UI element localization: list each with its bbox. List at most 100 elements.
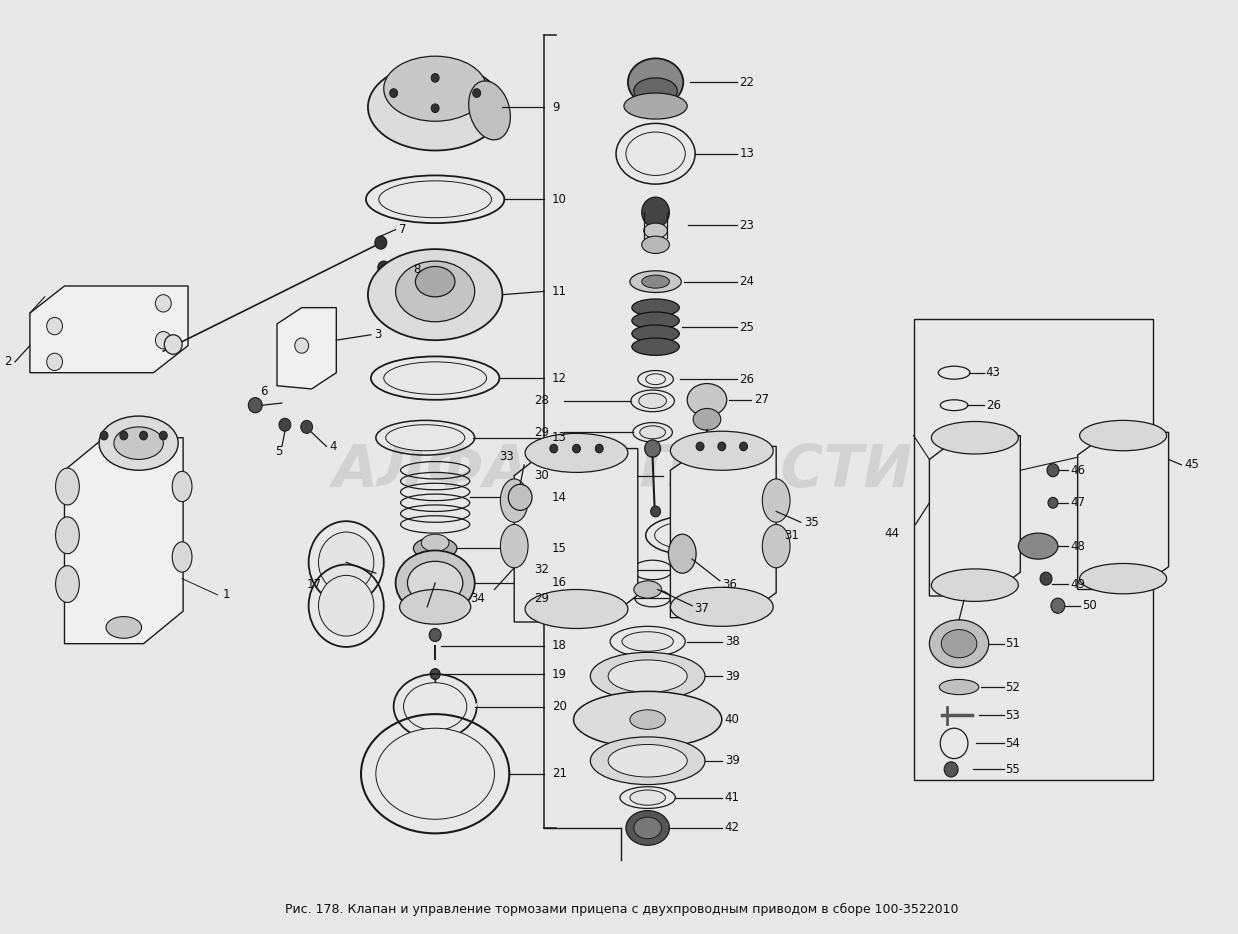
- Circle shape: [378, 262, 390, 274]
- Text: 22: 22: [739, 76, 755, 89]
- Circle shape: [390, 89, 397, 97]
- Ellipse shape: [640, 426, 666, 439]
- Ellipse shape: [376, 729, 494, 819]
- Text: 35: 35: [803, 516, 818, 529]
- Text: 34: 34: [469, 591, 484, 604]
- Ellipse shape: [368, 249, 503, 340]
- Text: 25: 25: [739, 320, 754, 333]
- Text: 29: 29: [534, 591, 548, 604]
- Bar: [914, 318, 1153, 780]
- Text: 26: 26: [739, 373, 755, 386]
- Text: 29: 29: [534, 426, 548, 439]
- Text: 4: 4: [329, 440, 337, 453]
- Ellipse shape: [1019, 533, 1058, 559]
- Circle shape: [156, 332, 171, 349]
- Ellipse shape: [407, 561, 463, 604]
- Text: 11: 11: [552, 285, 567, 298]
- Ellipse shape: [671, 432, 774, 470]
- Ellipse shape: [386, 425, 464, 451]
- Ellipse shape: [631, 338, 680, 355]
- Ellipse shape: [318, 575, 374, 636]
- Text: 26: 26: [985, 399, 1000, 412]
- Ellipse shape: [621, 631, 673, 651]
- Circle shape: [651, 506, 661, 517]
- Ellipse shape: [641, 236, 670, 253]
- Text: 51: 51: [1005, 637, 1020, 650]
- Ellipse shape: [631, 299, 680, 317]
- Ellipse shape: [416, 266, 454, 297]
- Text: 30: 30: [534, 469, 548, 482]
- Ellipse shape: [639, 393, 666, 408]
- Circle shape: [718, 442, 725, 451]
- Ellipse shape: [114, 427, 163, 460]
- Text: 12: 12: [552, 372, 567, 385]
- Text: 10: 10: [552, 192, 567, 205]
- Text: 54: 54: [1005, 737, 1020, 750]
- Text: 42: 42: [724, 821, 740, 834]
- Text: 15: 15: [552, 542, 567, 555]
- Circle shape: [120, 432, 128, 440]
- Ellipse shape: [931, 569, 1019, 601]
- Circle shape: [509, 485, 532, 510]
- Ellipse shape: [500, 525, 529, 568]
- Circle shape: [165, 334, 182, 354]
- Ellipse shape: [630, 271, 681, 292]
- Ellipse shape: [500, 479, 529, 522]
- Text: 5: 5: [275, 446, 282, 459]
- Text: 39: 39: [724, 670, 739, 683]
- Ellipse shape: [763, 525, 790, 568]
- Circle shape: [47, 353, 62, 371]
- Circle shape: [945, 762, 958, 777]
- Ellipse shape: [384, 56, 487, 121]
- Ellipse shape: [172, 472, 192, 502]
- Circle shape: [431, 74, 439, 82]
- Circle shape: [100, 432, 108, 440]
- Circle shape: [696, 442, 704, 451]
- Text: 17: 17: [307, 577, 322, 590]
- Text: 18: 18: [552, 640, 567, 652]
- Circle shape: [375, 236, 386, 249]
- Ellipse shape: [655, 521, 725, 549]
- Polygon shape: [1077, 432, 1169, 589]
- Text: 2: 2: [5, 355, 12, 368]
- Text: 45: 45: [1185, 459, 1200, 472]
- Ellipse shape: [525, 433, 628, 473]
- Circle shape: [595, 445, 603, 453]
- Text: 20: 20: [552, 700, 567, 713]
- Ellipse shape: [644, 223, 667, 238]
- Text: 55: 55: [1005, 763, 1020, 776]
- Ellipse shape: [763, 479, 790, 522]
- Text: 37: 37: [695, 602, 709, 616]
- Circle shape: [279, 418, 291, 432]
- Ellipse shape: [396, 262, 474, 321]
- Circle shape: [47, 318, 62, 334]
- Ellipse shape: [384, 361, 487, 394]
- Text: 44: 44: [885, 527, 900, 540]
- Circle shape: [430, 629, 441, 642]
- Circle shape: [295, 338, 308, 353]
- Polygon shape: [514, 448, 638, 622]
- Ellipse shape: [421, 534, 449, 552]
- Text: 23: 23: [739, 219, 754, 232]
- Ellipse shape: [628, 58, 683, 106]
- Text: 13: 13: [739, 148, 754, 161]
- Text: 24: 24: [739, 276, 755, 289]
- Text: 7: 7: [399, 223, 406, 236]
- Ellipse shape: [641, 276, 670, 289]
- Text: 41: 41: [724, 791, 740, 804]
- Ellipse shape: [930, 620, 989, 668]
- Ellipse shape: [56, 468, 79, 505]
- Text: 13: 13: [552, 432, 567, 445]
- Circle shape: [160, 432, 167, 440]
- Ellipse shape: [931, 421, 1019, 454]
- Ellipse shape: [591, 737, 704, 785]
- Text: 46: 46: [1071, 464, 1086, 476]
- Circle shape: [572, 445, 581, 453]
- Polygon shape: [930, 435, 1020, 596]
- Ellipse shape: [634, 78, 677, 104]
- Text: АЛФА-ЗАПЧАСТИ: АЛФА-ЗАПЧАСТИ: [333, 442, 914, 499]
- Text: 48: 48: [1071, 540, 1086, 553]
- Text: 9: 9: [552, 101, 560, 114]
- Ellipse shape: [396, 550, 474, 616]
- Ellipse shape: [630, 710, 666, 729]
